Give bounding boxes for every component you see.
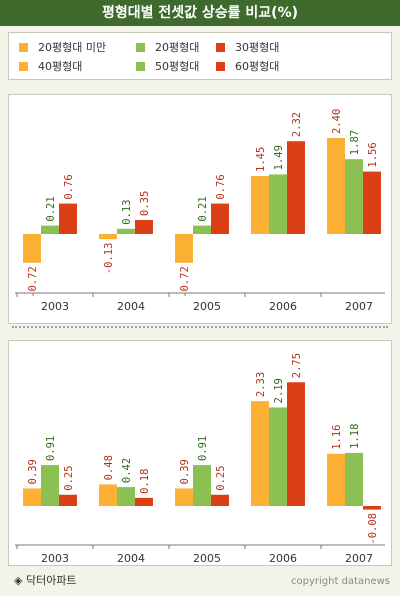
x-tick-label: 2005 bbox=[193, 552, 221, 565]
bar bbox=[175, 488, 193, 506]
data-label: 1.18 bbox=[349, 424, 361, 449]
data-label: 0.48 bbox=[103, 455, 115, 480]
legend: 20평형대 미만 20평형대 30평형대 40평형대 50평형대 60평형대 bbox=[8, 32, 392, 80]
bar bbox=[41, 225, 59, 234]
legend-swatch bbox=[216, 62, 225, 71]
x-tick-label: 2007 bbox=[345, 300, 373, 313]
x-tick-label: 2006 bbox=[269, 552, 297, 565]
x-tick-label: 2004 bbox=[117, 300, 145, 313]
bar bbox=[327, 138, 345, 234]
x-tick-label: 2007 bbox=[345, 552, 373, 565]
data-label: 0.25 bbox=[63, 465, 75, 490]
data-label: 1.16 bbox=[331, 425, 343, 450]
bar bbox=[345, 452, 363, 506]
bar bbox=[251, 401, 269, 506]
bar bbox=[211, 494, 229, 506]
data-label: 2.33 bbox=[255, 372, 267, 397]
legend-item: 20평형대 미만 bbox=[19, 41, 106, 55]
data-label: 1.87 bbox=[349, 130, 361, 155]
x-tick-label: 2004 bbox=[117, 552, 145, 565]
data-label: 0.91 bbox=[45, 436, 57, 461]
data-label: -0.72 bbox=[179, 266, 191, 298]
chart-title: 평형대별 전셋값 상승률 비교(%) bbox=[0, 0, 400, 26]
data-label: 2.40 bbox=[331, 109, 343, 134]
legend-swatch bbox=[19, 62, 28, 71]
bar bbox=[345, 159, 363, 234]
bar bbox=[175, 234, 193, 263]
legend-item: 20평형대 bbox=[136, 41, 199, 55]
bar bbox=[23, 488, 41, 506]
legend-label: 40평형대 bbox=[38, 60, 83, 73]
data-label: 1.56 bbox=[367, 142, 379, 167]
legend-label: 20평형대 bbox=[155, 41, 200, 54]
bar bbox=[41, 465, 59, 506]
legend-label: 20평형대 미만 bbox=[38, 41, 107, 54]
bar bbox=[269, 407, 287, 506]
data-label: 1.49 bbox=[273, 145, 285, 170]
chart-panel-bottom: 0.39 0.91 0.25 2003 0.48 0.42 0.18 2004 0.39 0.91… bbox=[8, 340, 398, 566]
legend-swatch bbox=[19, 43, 28, 52]
bar bbox=[59, 494, 77, 506]
bar bbox=[99, 234, 117, 240]
bar-chart-bottom: 0.39 0.91 0.25 2003 0.48 0.42 0.18 2004 0.39 0.91… bbox=[15, 353, 398, 565]
bar bbox=[117, 228, 135, 234]
legend-label: 50평형대 bbox=[155, 60, 200, 73]
bar bbox=[327, 453, 345, 506]
bar bbox=[135, 220, 153, 234]
legend-label: 30평형대 bbox=[235, 41, 280, 54]
legend-item: 60평형대 bbox=[216, 60, 279, 74]
data-label: 0.35 bbox=[139, 191, 151, 216]
bar bbox=[287, 382, 305, 506]
data-label: 0.39 bbox=[179, 459, 191, 484]
bar bbox=[23, 234, 41, 263]
data-label: 2.19 bbox=[273, 378, 285, 403]
legend-item: 40평형대 bbox=[19, 60, 82, 74]
bar bbox=[287, 141, 305, 234]
data-label: 0.39 bbox=[27, 459, 39, 484]
bar bbox=[269, 174, 287, 234]
legend-swatch bbox=[136, 43, 145, 52]
x-tick-label: 2006 bbox=[269, 300, 297, 313]
data-label: 1.45 bbox=[255, 147, 267, 172]
legend-item: 30평형대 bbox=[216, 41, 279, 55]
bar bbox=[99, 484, 117, 506]
data-label: 0.21 bbox=[197, 196, 209, 221]
legend-swatch bbox=[136, 62, 145, 71]
data-label: 2.75 bbox=[291, 353, 303, 378]
x-tick-label: 2003 bbox=[41, 300, 69, 313]
chart-panel-top: -0.72 0.21 0.76 2003 -0.13 0.13 0.35 2004 -0.72 0… bbox=[8, 94, 398, 324]
data-label: 0.91 bbox=[197, 436, 209, 461]
bar bbox=[135, 497, 153, 506]
data-label: 0.13 bbox=[121, 200, 133, 225]
bar bbox=[251, 176, 269, 234]
data-label: 0.76 bbox=[63, 174, 75, 199]
bar bbox=[211, 203, 229, 234]
data-label: 0.18 bbox=[139, 469, 151, 494]
bar bbox=[117, 487, 135, 506]
data-label: -0.72 bbox=[27, 266, 39, 298]
bar bbox=[59, 203, 77, 234]
data-label: 0.21 bbox=[45, 196, 57, 221]
data-label: -0.08 bbox=[367, 513, 379, 545]
x-tick-label: 2003 bbox=[41, 552, 69, 565]
bar bbox=[193, 225, 211, 234]
bar bbox=[363, 506, 381, 510]
data-label: -0.13 bbox=[103, 243, 115, 275]
section-divider bbox=[12, 326, 388, 328]
legend-item: 50평형대 bbox=[136, 60, 199, 74]
data-label: 2.32 bbox=[291, 112, 303, 137]
bar bbox=[193, 465, 211, 506]
copyright-text: copyright datanews bbox=[291, 576, 390, 587]
bar-chart-top: -0.72 0.21 0.76 2003 -0.13 0.13 0.35 2004 -0.72 0… bbox=[15, 109, 398, 313]
data-label: 0.25 bbox=[215, 465, 227, 490]
legend-swatch bbox=[216, 43, 225, 52]
x-tick-label: 2005 bbox=[193, 300, 221, 313]
legend-label: 60평형대 bbox=[235, 60, 280, 73]
data-label: 0.76 bbox=[215, 174, 227, 199]
data-label: 0.42 bbox=[121, 458, 133, 483]
bar bbox=[363, 171, 381, 234]
brand-logo: ◈ 닥터아파트 bbox=[14, 574, 77, 587]
